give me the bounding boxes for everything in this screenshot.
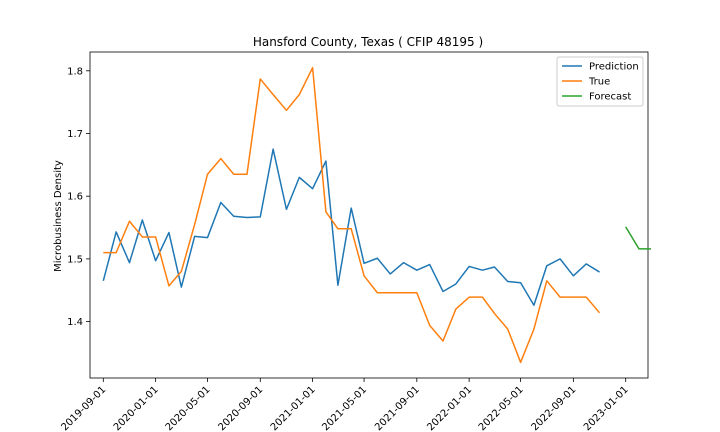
legend-label-true: True xyxy=(588,77,610,88)
x-tick-label: 2022-01-01 xyxy=(425,384,474,432)
x-tick-label: 2020-01-01 xyxy=(112,384,161,432)
x-tick-label: 2020-05-01 xyxy=(164,384,213,432)
legend-label-forecast: Forecast xyxy=(589,92,631,103)
y-axis-label: Microbusiness Density xyxy=(53,160,64,272)
y-tick-label: 1.5 xyxy=(67,254,83,265)
x-tick-label: 2019-09-01 xyxy=(60,384,109,432)
x-tick-label: 2021-09-01 xyxy=(373,384,422,432)
legend-label-prediction: Prediction xyxy=(589,62,639,73)
y-tick-label: 1.6 xyxy=(67,192,83,203)
x-tick-label: 2020-09-01 xyxy=(217,384,266,432)
x-tick-label: 2023-01-01 xyxy=(582,384,631,432)
y-tick-label: 1.7 xyxy=(67,129,83,140)
series-line-prediction xyxy=(102,148,600,307)
plot-frame xyxy=(89,51,649,379)
legend: Prediction True Forecast xyxy=(556,56,644,107)
x-tick-label: 2022-05-01 xyxy=(477,384,526,432)
x-tick-label: 2021-05-01 xyxy=(320,384,369,432)
legend-box xyxy=(556,56,644,107)
y-tick-label: 1.8 xyxy=(67,66,83,77)
chart-title: Hansford County, Texas ( CFIP 48195 ) xyxy=(253,35,483,49)
y-tick-label: 1.4 xyxy=(67,317,83,328)
series-line-forecast xyxy=(625,226,651,250)
series-line-true xyxy=(103,66,601,364)
x-tick-label: 2021-01-01 xyxy=(269,384,318,432)
x-tick-label: 2022-09-01 xyxy=(530,384,579,432)
